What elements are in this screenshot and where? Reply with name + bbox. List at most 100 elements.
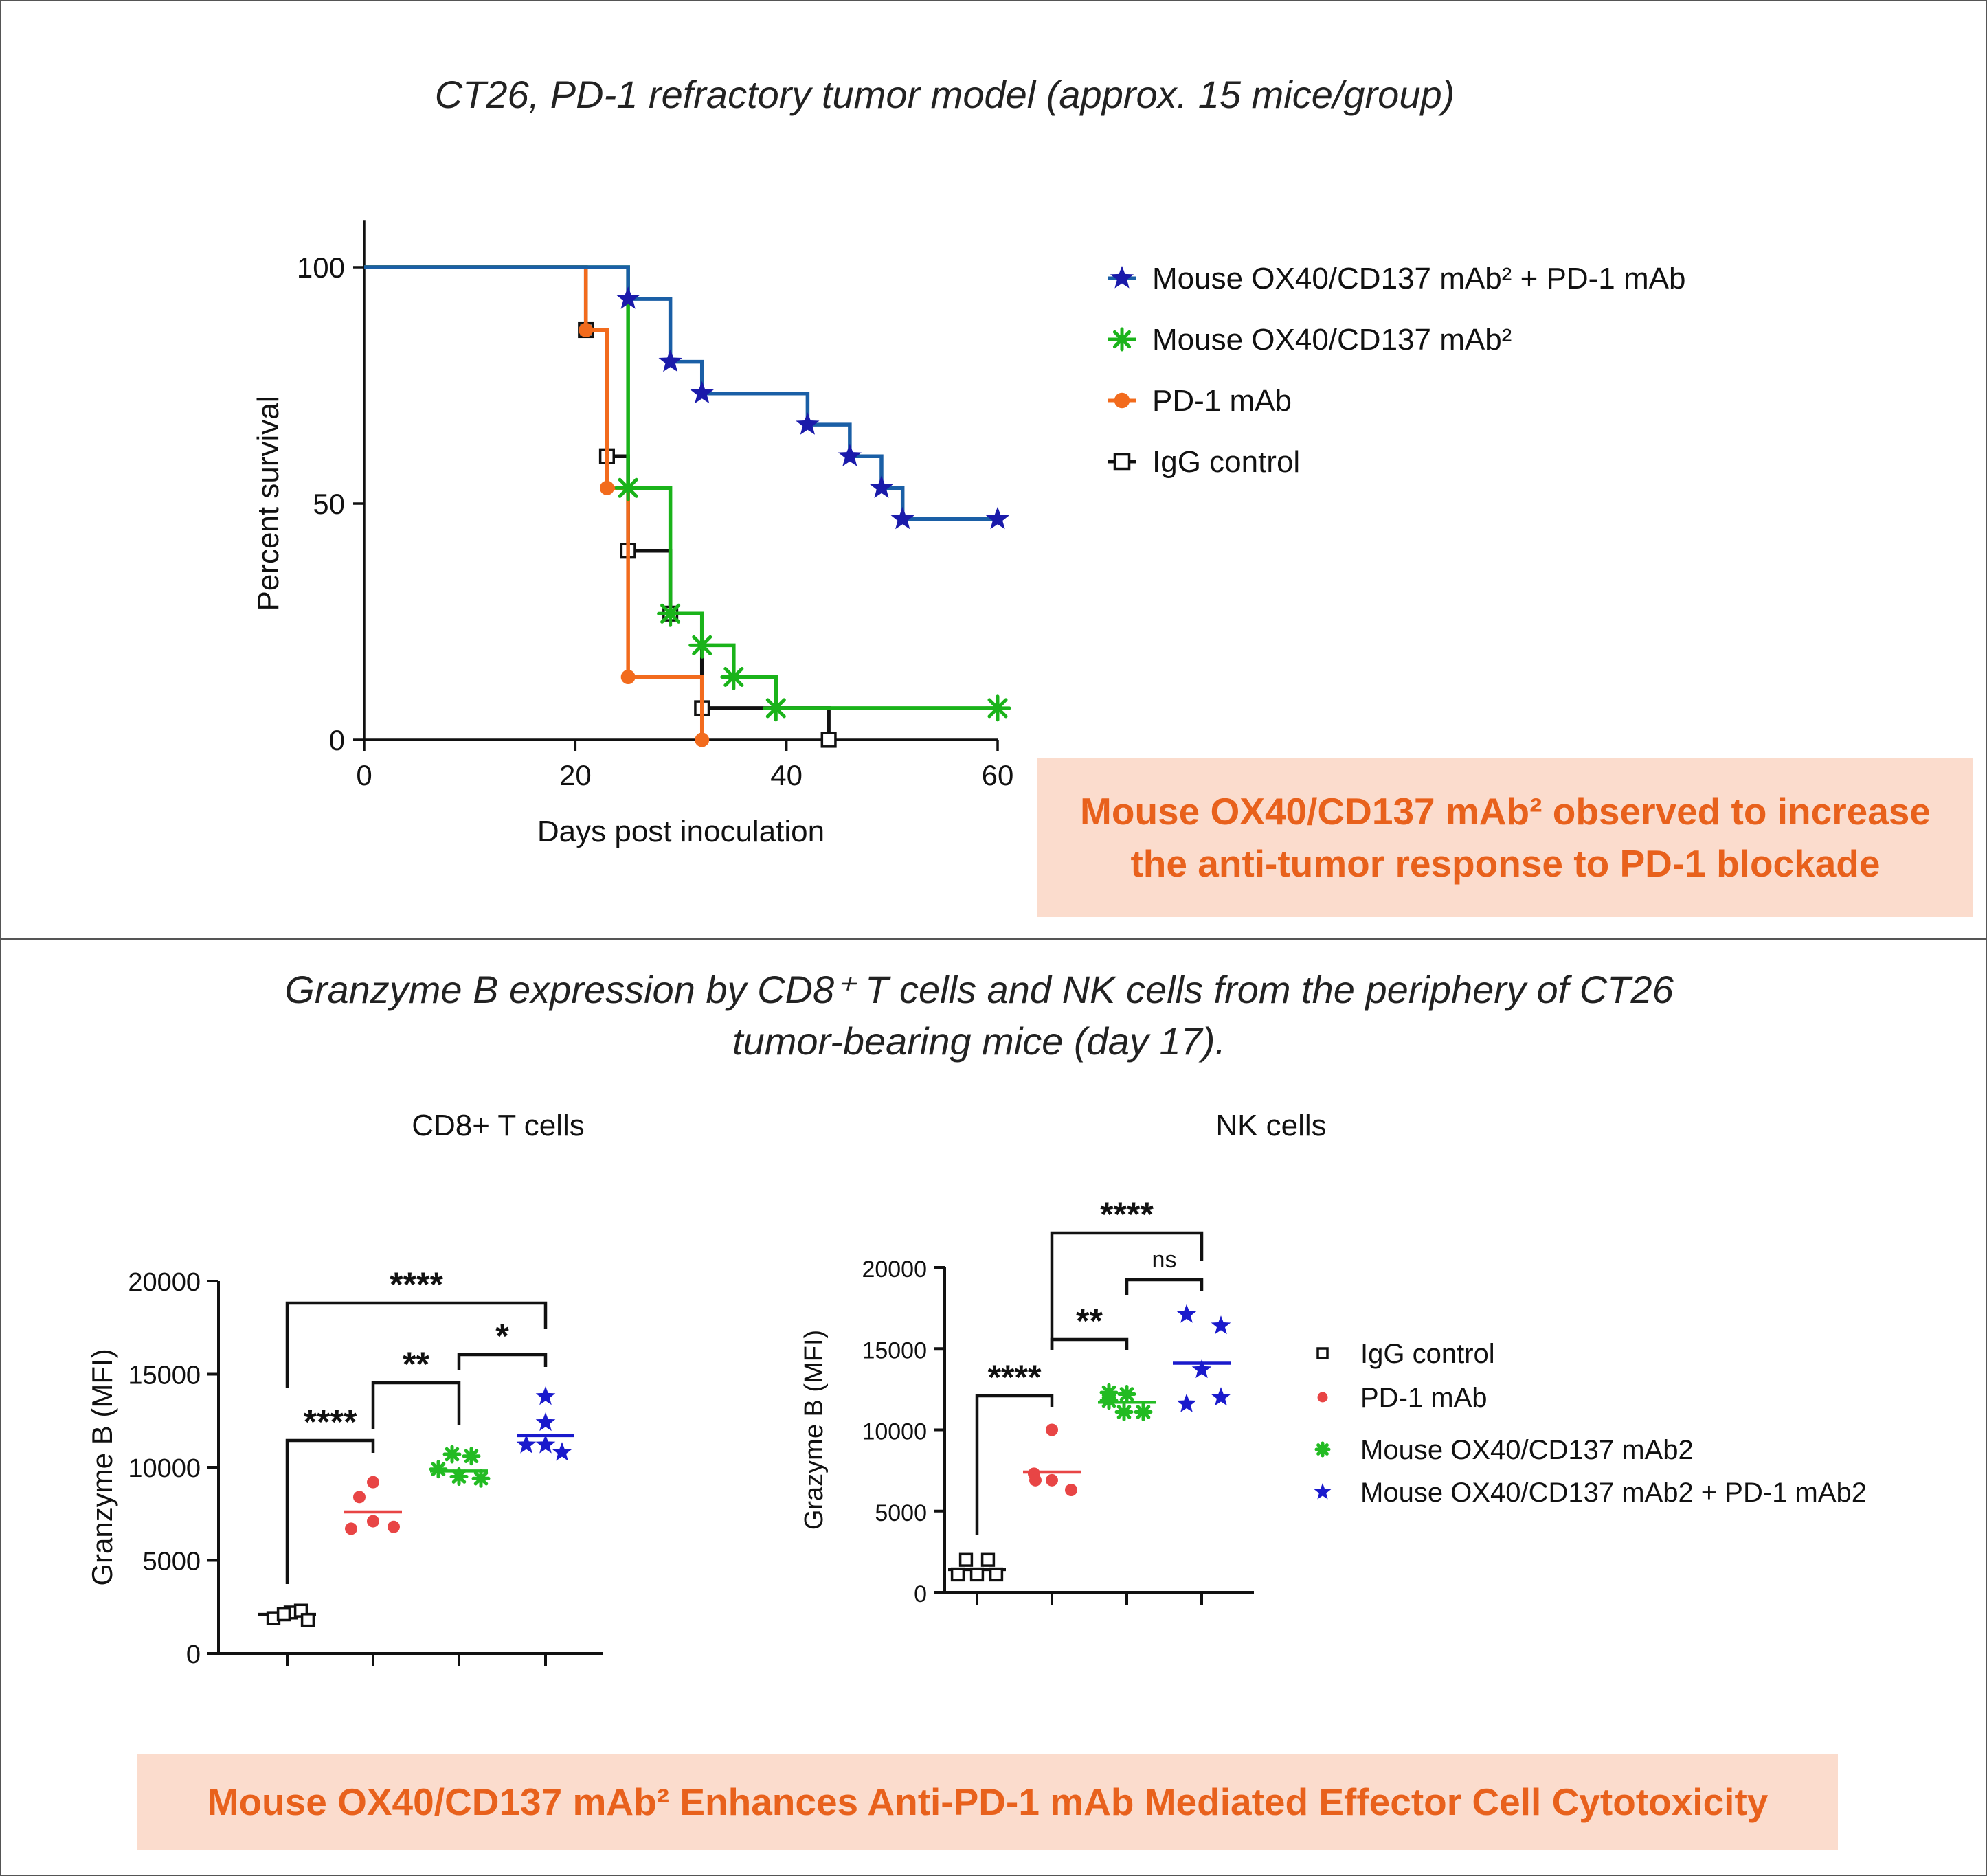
dp1-point [462, 1447, 481, 1466]
km-point [614, 474, 642, 501]
dp1-point [449, 1467, 469, 1487]
km-point [579, 323, 594, 338]
dp2-point [1046, 1423, 1058, 1436]
dp1-point [276, 1607, 291, 1622]
dp1-point [345, 1522, 357, 1535]
km-legend-label: Mouse OX40/CD137 mAb² [1152, 323, 1512, 357]
dp2-sig-label: **** [988, 1358, 1042, 1397]
dp1-point [516, 1434, 537, 1454]
km-point-stroke [660, 603, 681, 624]
dp2-title: NK cells [1215, 1109, 1326, 1142]
dp1-point-stroke [431, 1462, 446, 1476]
dp2-sig-label: ns [1152, 1247, 1177, 1273]
nk-legend-label: Mouse OX40/CD137 mAb2 + PD-1 mAb2 [1360, 1478, 1867, 1508]
dp2-y-tick-label: 5000 [875, 1500, 927, 1526]
km-series-line-0 [364, 265, 998, 521]
dp1-point-stroke [464, 1449, 479, 1464]
dp1-point [471, 1469, 491, 1488]
dp1-point-stroke [451, 1469, 467, 1484]
dp2-sig-bracket [1050, 1231, 1204, 1350]
dp1-sig-bracket [285, 1438, 375, 1584]
dp2-point [1176, 1304, 1197, 1323]
km-y-axis-label: Percent survival [251, 396, 285, 611]
dp2-y-tick-label: 10000 [862, 1419, 927, 1445]
dp2-y-tick-label: 15000 [862, 1337, 927, 1364]
dp2-point [1211, 1387, 1231, 1406]
km-point [657, 600, 684, 627]
dp2-point [980, 1552, 996, 1567]
km-point [658, 349, 682, 372]
dp1-sig-bracket [285, 1301, 548, 1388]
km-legend-marker [1113, 453, 1131, 471]
dp1-point [300, 1613, 315, 1627]
dp1-y-tick-label: 15000 [128, 1361, 201, 1390]
dp2-point [1117, 1384, 1136, 1403]
km-point [796, 412, 820, 435]
dp1-y-tick-label: 5000 [142, 1548, 201, 1576]
dp2-point [1099, 1391, 1119, 1410]
dp1-sig-label: * [495, 1317, 509, 1355]
km-point [688, 631, 716, 659]
dp1-point [552, 1442, 572, 1461]
dp2-sig-label: ** [1076, 1302, 1103, 1340]
dp1-point-stroke [473, 1471, 489, 1486]
dp2-point-stroke [1116, 1405, 1132, 1419]
dp1-point [442, 1445, 462, 1464]
granzyme-caption-line2: tumor-bearing mice (day 17). [732, 1019, 1226, 1063]
nk-legend-label: IgG control [1360, 1339, 1495, 1369]
dp2-y-tick-label: 20000 [862, 1256, 927, 1282]
dp1-sig-label: ** [403, 1345, 429, 1383]
dp2-sig-label: **** [1100, 1195, 1154, 1234]
survival-callout-line2: the anti-tumor response to PD-1 blockade [1130, 842, 1881, 885]
survival-callout-line1: Mouse OX40/CD137 mAb² observed to increa… [1080, 790, 1931, 833]
nk-legend-label: PD-1 mAb [1360, 1383, 1488, 1413]
dp2-point [989, 1567, 1004, 1582]
dp2-point [1046, 1473, 1058, 1487]
dp2-sig-bracket [1125, 1278, 1204, 1295]
km-point [720, 663, 748, 690]
km-series-line-1 [364, 265, 998, 710]
km-point-stroke [765, 698, 786, 719]
km-point [890, 506, 914, 530]
km-x-tick-label: 40 [770, 759, 802, 791]
survival-caption: CT26, PD-1 refractory tumor model (appro… [434, 73, 1455, 116]
km-x-tick-label: 20 [559, 759, 592, 791]
km-point [820, 732, 837, 748]
km-y-tick-label: 50 [313, 488, 345, 520]
dp2-point [1176, 1393, 1197, 1412]
km-point [690, 381, 714, 404]
dp1-y-tick-label: 20000 [128, 1268, 201, 1297]
km-y-tick-label: 100 [297, 251, 345, 284]
dp1-point [367, 1515, 379, 1528]
km-point-stroke [987, 698, 1008, 719]
dp2-y-tick-label: 0 [914, 1581, 927, 1607]
km-series-line-3 [364, 265, 831, 740]
dp1-sig-label: **** [390, 1265, 443, 1304]
dp1-y-tick-label: 10000 [128, 1454, 201, 1483]
nk-legend-marker-stroke [1316, 1443, 1329, 1456]
dp2-point [1191, 1359, 1212, 1379]
dp1-point [388, 1520, 400, 1533]
dp1-point [367, 1476, 379, 1489]
nk-legend-marker [1316, 1347, 1329, 1359]
km-legend-marker [1110, 266, 1134, 289]
km-point [695, 732, 710, 747]
granzyme-callout: Mouse OX40/CD137 mAb² Enhances Anti-PD-1… [137, 1754, 1838, 1850]
dp2-point [1114, 1402, 1134, 1421]
nk-legend-marker [1314, 1441, 1331, 1458]
dp1-point [429, 1460, 448, 1479]
km-legend-marker-stroke [1112, 330, 1132, 349]
dp2-point [969, 1567, 985, 1582]
km-point [762, 694, 789, 722]
dp1-point-stroke [445, 1447, 460, 1462]
km-legend-label: IgG control [1152, 445, 1300, 479]
km-y-tick-label: 0 [329, 724, 345, 756]
km-point [620, 669, 636, 684]
km-point-stroke [692, 635, 712, 655]
km-x-axis-label: Days post inoculation [537, 815, 824, 848]
dp1-sig-bracket [371, 1381, 461, 1429]
granzyme-caption-line1: Granzyme B expression by CD8⁺ T cells an… [284, 968, 1674, 1011]
km-point-stroke [723, 666, 744, 688]
